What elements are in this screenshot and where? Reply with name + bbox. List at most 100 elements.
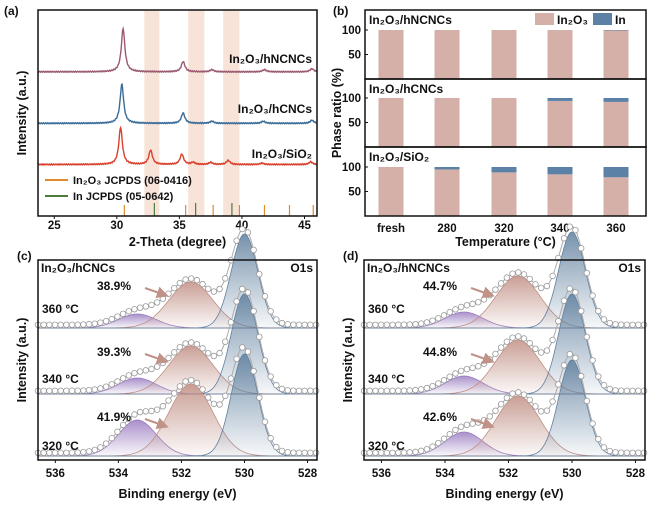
data-point bbox=[584, 398, 590, 404]
x-tick-label: 45 bbox=[298, 220, 311, 232]
bar-in bbox=[435, 167, 460, 169]
data-point bbox=[367, 322, 373, 328]
data-point bbox=[544, 408, 550, 414]
data-point bbox=[274, 382, 280, 388]
data-point bbox=[544, 283, 550, 289]
pointer-arrow bbox=[145, 354, 165, 361]
data-point bbox=[98, 320, 104, 326]
data-point bbox=[607, 448, 613, 454]
data-point bbox=[234, 299, 240, 305]
data-point bbox=[430, 444, 436, 450]
data-point bbox=[538, 350, 544, 356]
data-point bbox=[126, 308, 132, 314]
y-tick-label: 50 bbox=[348, 118, 361, 130]
data-point bbox=[137, 409, 143, 415]
x-tick-label: fresh bbox=[377, 223, 405, 235]
data-point bbox=[205, 286, 211, 292]
data-point bbox=[103, 318, 109, 324]
data-point bbox=[171, 350, 177, 356]
data-point bbox=[504, 339, 510, 345]
data-point bbox=[441, 313, 447, 319]
bar-in2o3 bbox=[435, 98, 460, 147]
data-point bbox=[47, 388, 53, 394]
data-point bbox=[81, 449, 87, 455]
data-point bbox=[538, 285, 544, 291]
data-point bbox=[217, 350, 223, 356]
data-point bbox=[556, 318, 562, 324]
data-point bbox=[424, 320, 430, 326]
series-label: In₂O₃/SiO₂ bbox=[252, 147, 312, 161]
y-axis-label: Intensity (a.u.) bbox=[341, 318, 355, 403]
data-point bbox=[487, 414, 493, 420]
data-point bbox=[245, 349, 251, 355]
data-point bbox=[41, 322, 47, 328]
data-point bbox=[285, 449, 291, 455]
data-point bbox=[115, 314, 121, 320]
data-point bbox=[211, 353, 217, 359]
data-point bbox=[573, 355, 579, 361]
data-point bbox=[533, 282, 539, 288]
x-tick-label: 25 bbox=[48, 220, 61, 232]
x-tick-label: 532 bbox=[172, 468, 191, 480]
data-point bbox=[205, 350, 211, 356]
data-point bbox=[166, 355, 172, 361]
data-point bbox=[527, 276, 533, 282]
x-tick-label: 536 bbox=[46, 468, 65, 480]
y-axis-label: Intensity (a.u.) bbox=[15, 318, 29, 403]
series-label: In₂O₃/hNCNCs bbox=[229, 52, 312, 66]
data-point bbox=[262, 358, 268, 364]
data-point bbox=[285, 388, 291, 394]
data-point bbox=[98, 445, 104, 451]
data-point bbox=[308, 388, 314, 394]
data-point bbox=[538, 408, 544, 414]
bar-in bbox=[604, 98, 629, 102]
data-point bbox=[618, 388, 624, 394]
data-point bbox=[401, 388, 407, 394]
data-point bbox=[177, 384, 183, 390]
data-point bbox=[630, 450, 636, 456]
data-point bbox=[630, 322, 636, 328]
data-point bbox=[521, 336, 527, 342]
data-point bbox=[222, 339, 228, 345]
data-point bbox=[470, 301, 476, 307]
data-point bbox=[115, 429, 121, 435]
data-point bbox=[103, 384, 109, 390]
data-point bbox=[590, 293, 596, 299]
subplot-title: In₂O₃/hNCNCs bbox=[369, 13, 452, 27]
data-point bbox=[183, 379, 189, 385]
x-axis-label: Binding energy (eV) bbox=[445, 487, 563, 501]
data-point bbox=[578, 308, 584, 314]
data-point bbox=[228, 320, 234, 326]
data-point bbox=[573, 289, 579, 295]
data-point bbox=[200, 387, 206, 393]
data-point bbox=[52, 322, 58, 328]
data-point bbox=[109, 316, 115, 322]
data-point bbox=[618, 322, 624, 328]
subplot-title: In₂O₃/hCNCs bbox=[369, 82, 444, 96]
data-point bbox=[177, 280, 183, 286]
data-point bbox=[441, 436, 447, 442]
data-point bbox=[424, 385, 430, 391]
data-point bbox=[641, 450, 647, 456]
data-point bbox=[493, 287, 499, 293]
data-point bbox=[510, 391, 516, 397]
data-point bbox=[424, 446, 430, 452]
data-point bbox=[607, 320, 613, 326]
data-point bbox=[533, 346, 539, 352]
data-point bbox=[453, 371, 459, 377]
data-point bbox=[596, 436, 602, 442]
data-point bbox=[126, 373, 132, 379]
data-point bbox=[251, 308, 257, 314]
data-point bbox=[435, 440, 441, 446]
x-axis-label: 2-Theta (degree) bbox=[129, 235, 226, 249]
data-point bbox=[274, 317, 280, 323]
data-point bbox=[458, 304, 464, 310]
data-point bbox=[527, 340, 533, 346]
temperature-label: 360 °C bbox=[42, 302, 79, 316]
data-point bbox=[498, 281, 504, 287]
bar-in2o3 bbox=[548, 174, 573, 216]
legend-label: In bbox=[615, 13, 626, 27]
data-point bbox=[630, 388, 636, 394]
data-point bbox=[378, 322, 384, 328]
panel-label: (a) bbox=[4, 4, 19, 18]
